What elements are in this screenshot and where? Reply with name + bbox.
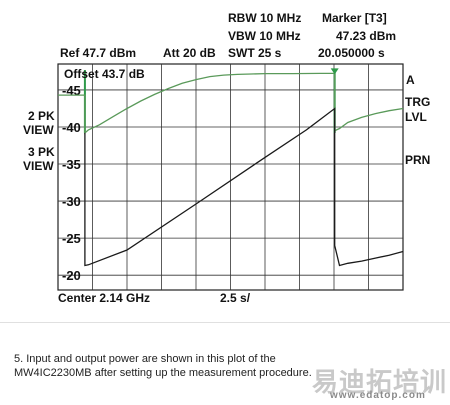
trace-a-label: A [406, 73, 415, 87]
y-tick-label: -30 [62, 194, 81, 209]
rbw-readout: RBW 10 MHz [228, 11, 302, 25]
y-tick-label: -25 [62, 231, 81, 246]
print-label: PRN [405, 153, 431, 167]
trace-plot: -45 -40 -35 -30 -25 -20 Offset 43.7 dB [57, 63, 404, 291]
y-tick-labels: -45 -40 -35 -30 -25 -20 [62, 83, 81, 283]
center-frequency: Center 2.14 GHz [58, 291, 151, 305]
divider [0, 322, 450, 323]
vbw-readout: VBW 10 MHz [228, 29, 301, 43]
view-3-pk-line2: VIEW [23, 159, 54, 173]
offset-label: Offset 43.7 dB [64, 67, 145, 81]
trace-input [84, 107, 404, 267]
marker-time: 20.050000 s [318, 46, 385, 60]
y-tick-label: -45 [62, 83, 81, 98]
attenuation: Att 20 dB [163, 46, 216, 60]
marker-level: 47.23 dBm [336, 29, 397, 43]
watermark-logo-text: 易迪拓培训 [312, 368, 448, 398]
marker-title: Marker [T3] [322, 11, 387, 25]
view-2-pk-line2: VIEW [23, 123, 54, 137]
y-tick-label: -35 [62, 157, 81, 172]
trace-output [58, 72, 404, 135]
y-tick-label: -20 [62, 268, 81, 283]
view-3-pk-line1: 3 PK [28, 145, 55, 159]
marker-t3-symbol [330, 68, 339, 75]
traces [58, 68, 404, 267]
spectrum-analyzer-display: RBW 10 MHz VBW 10 MHz SWT 25 s Marker [T… [23, 11, 431, 305]
ref-level: Ref 47.7 dBm [60, 46, 137, 60]
level-label: LVL [405, 110, 427, 124]
figure-caption: 5. Input and output power are shown in t… [14, 353, 312, 379]
y-tick-label: -40 [62, 120, 81, 135]
view-2-pk-line1: 2 PK [28, 109, 55, 123]
trigger-label: TRG [405, 95, 431, 109]
grid-lines [58, 64, 403, 290]
swt-readout: SWT 25 s [228, 46, 282, 60]
time-per-division: 2.5 s/ [220, 291, 251, 305]
watermark-url: www.edatop.com [330, 390, 426, 401]
